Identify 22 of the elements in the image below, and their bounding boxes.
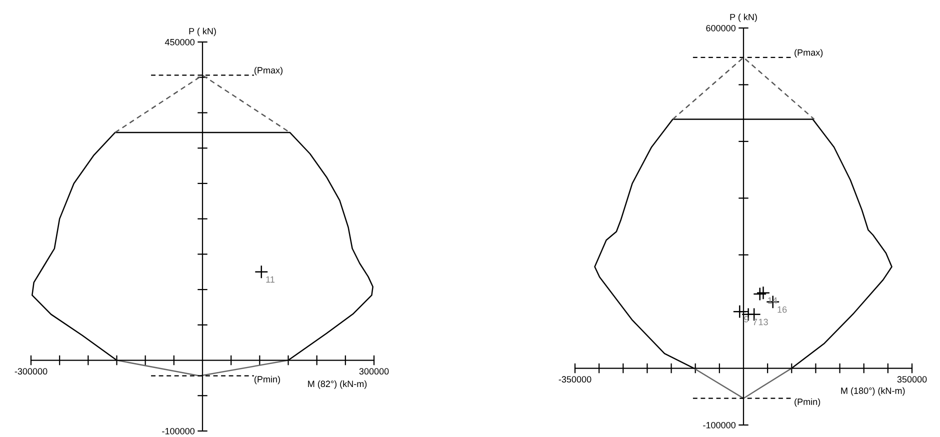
annotation: 9 [744,316,748,322]
ref-line-label: (Pmax) [254,66,282,76]
ref-line-label: (Pmin) [794,398,820,407]
y-tick-label: 450000 [164,38,195,46]
y-axis-title: P ( kN) [730,14,757,22]
point [753,287,767,301]
y-tick-label: -100000 [162,428,195,434]
ref-line-label: (Pmin) [254,376,280,384]
y-tick-label: 600000 [706,24,736,32]
x-axis-title: M (82°) (kN-m) [308,380,367,389]
ref-line-label: (Pmax) [794,49,823,58]
annotation: 11 [266,276,274,283]
x-tick-label: -350000 [558,376,592,383]
x-tick-label: 300000 [359,368,389,375]
x-axis-title: M (180°) (kN-m) [841,387,905,396]
annotation: 13 [758,318,768,326]
x-tick-label: 350000 [897,376,927,383]
annotation: 7 [752,318,758,326]
y-tick-label: -100000 [703,422,736,428]
y-axis-title: P ( kN) [189,28,216,36]
x-tick-label: -300000 [14,368,48,375]
annotation: 16 [778,306,787,313]
